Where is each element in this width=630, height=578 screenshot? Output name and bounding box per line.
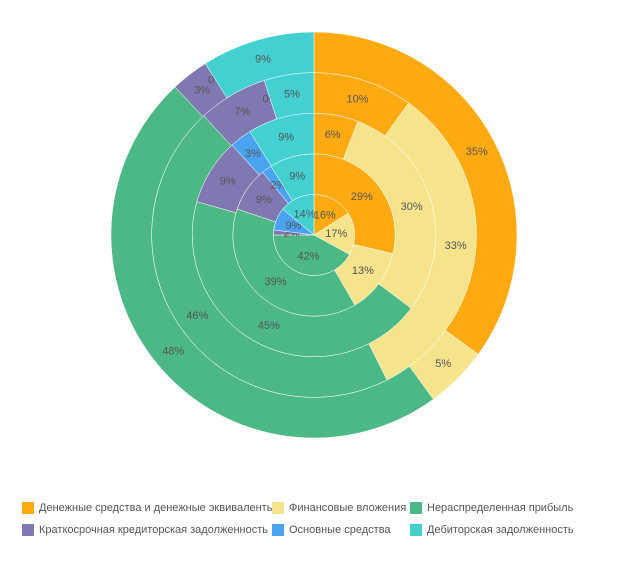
legend-swatch xyxy=(272,524,284,536)
legend-label: Денежные средства и денежные эквиваленты xyxy=(39,502,275,514)
legend-swatch xyxy=(22,502,34,514)
data-label: 7% xyxy=(234,106,250,118)
data-label: 45% xyxy=(258,320,280,332)
data-label: 33% xyxy=(445,240,467,252)
legend-swatch xyxy=(272,502,284,514)
data-label: 9% xyxy=(286,220,302,232)
legend-label: Краткосрочная кредиторская задолженность xyxy=(39,524,268,536)
legend-label: Основные средства xyxy=(289,524,391,536)
legend-swatch xyxy=(410,524,422,536)
data-label: 35% xyxy=(466,146,488,158)
data-label: 9% xyxy=(256,194,272,206)
data-label: 14% xyxy=(293,209,315,221)
ring-segment xyxy=(313,31,518,355)
legend-swatch xyxy=(410,502,422,514)
data-label: 9% xyxy=(255,53,271,65)
ring-segment xyxy=(204,31,315,99)
data-label: 48% xyxy=(162,345,184,357)
data-label: 3% xyxy=(245,148,261,160)
legend-swatch xyxy=(22,524,34,536)
data-label: 16% xyxy=(314,209,336,221)
legend-label: Финансовые вложения xyxy=(289,502,406,514)
data-label: 5% xyxy=(284,89,300,101)
data-label: 42% xyxy=(297,251,319,263)
data-label: 6% xyxy=(325,129,341,141)
data-label: 29% xyxy=(351,191,373,203)
data-label: 13% xyxy=(352,265,374,277)
legend-label: Дебиторская задолженность xyxy=(427,524,574,536)
data-label: 9% xyxy=(220,175,236,187)
data-label: 9% xyxy=(278,131,294,143)
legend-label: Нераспределенная прибыль xyxy=(427,502,574,514)
data-label: 9% xyxy=(289,170,305,182)
data-label: 30% xyxy=(401,201,423,213)
ring-segment xyxy=(110,86,434,439)
data-label: 3% xyxy=(194,85,210,97)
data-label: 10% xyxy=(346,94,368,106)
data-label: 46% xyxy=(186,310,208,322)
data-label: 5% xyxy=(435,358,451,370)
data-label: 17% xyxy=(325,228,347,240)
data-label: 39% xyxy=(264,276,286,288)
